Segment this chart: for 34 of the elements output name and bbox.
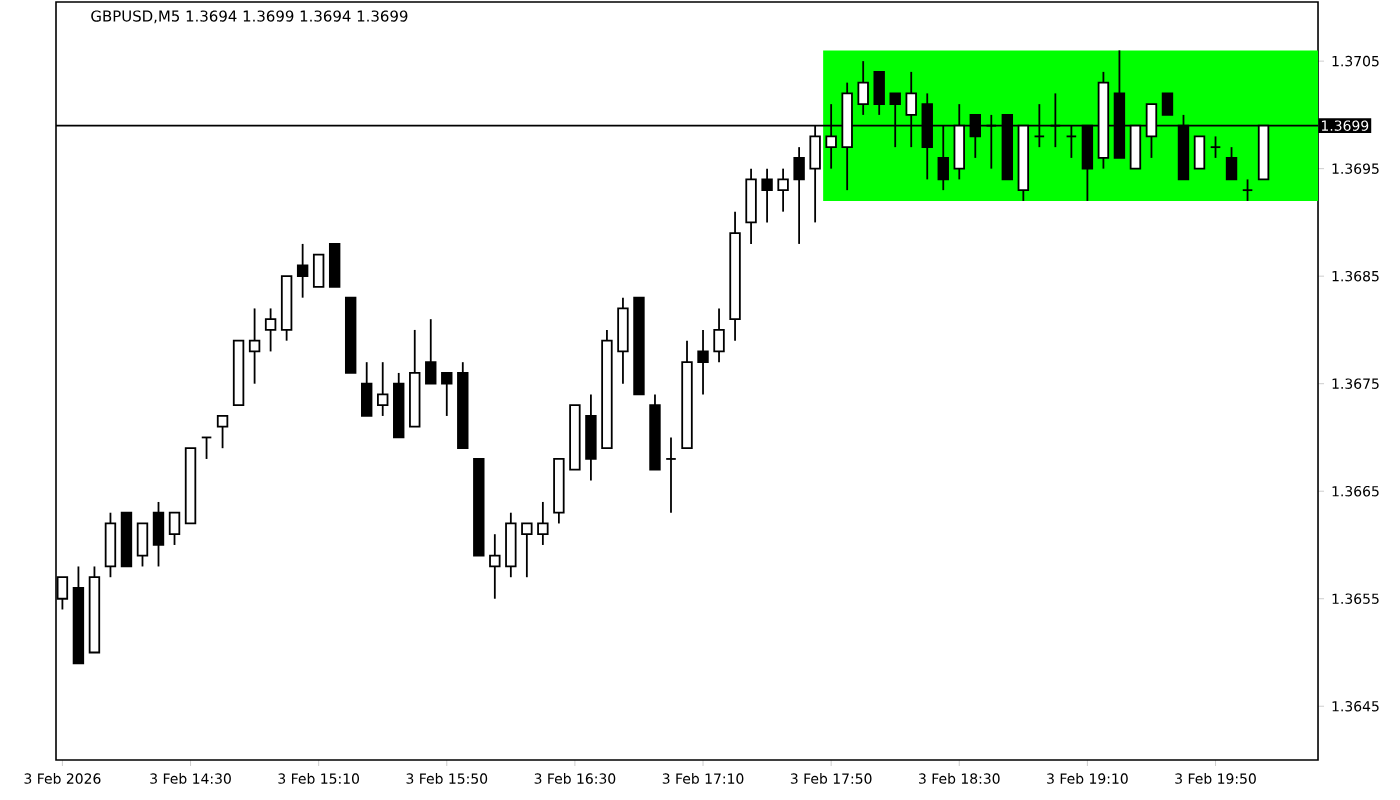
candlestick	[152, 501, 165, 568]
candlestick	[361, 361, 373, 417]
candlestick	[296, 243, 309, 299]
candlestick	[1241, 178, 1254, 202]
candlestick	[665, 436, 677, 514]
candlestick	[1209, 135, 1222, 159]
candlestick	[425, 318, 437, 385]
candlestick	[136, 522, 149, 568]
candlestick	[697, 329, 709, 396]
candlestick	[761, 167, 773, 224]
candlestick	[312, 253, 325, 288]
candlestick	[248, 307, 261, 385]
candlestick	[1161, 92, 1174, 116]
candlestick	[104, 511, 117, 579]
candlestick	[585, 393, 597, 482]
candlestick	[1193, 135, 1206, 170]
candlestick	[1225, 146, 1238, 181]
candlestick	[521, 522, 533, 579]
candlestick	[216, 415, 229, 450]
candlestick	[264, 307, 277, 353]
candlestick	[873, 70, 885, 116]
candlestick	[505, 511, 517, 579]
candlestick	[793, 146, 805, 245]
candlestick	[617, 296, 629, 385]
candlestick	[857, 60, 869, 116]
candlestick	[713, 307, 725, 364]
candlestick	[328, 243, 341, 288]
candlestick	[537, 501, 549, 546]
candlestick	[441, 372, 453, 417]
candlestick	[377, 361, 389, 417]
candlestick	[168, 511, 181, 546]
candlestick	[489, 533, 501, 600]
candlestick	[777, 167, 789, 213]
candlestick	[745, 167, 757, 245]
